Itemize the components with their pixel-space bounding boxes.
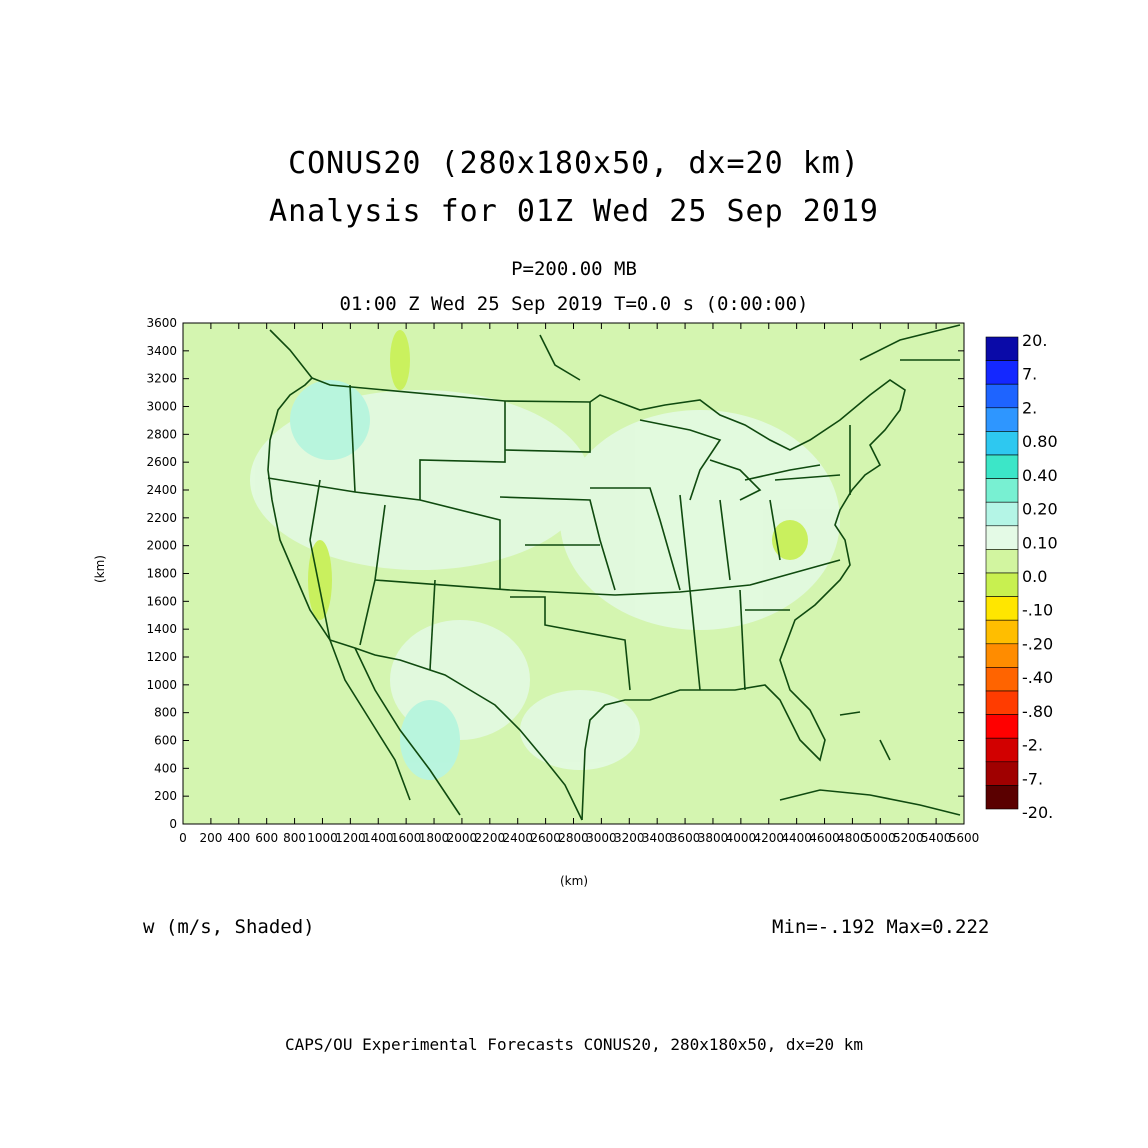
colorbar-label: 7. xyxy=(1022,365,1037,384)
colorbar-swatch xyxy=(985,336,1019,361)
colorbar-label: 20. xyxy=(1022,331,1047,350)
colorbar-label: 2. xyxy=(1022,398,1037,417)
x-tick-label: 5200 xyxy=(893,831,924,845)
colorbar-swatch xyxy=(985,714,1019,739)
y-tick-label: 2200 xyxy=(146,511,177,525)
colorbar-swatch xyxy=(985,761,1019,786)
colorbar-swatch xyxy=(985,383,1019,409)
y-tick-label: 1000 xyxy=(146,678,177,692)
colorbar-label: 0.10 xyxy=(1022,533,1058,552)
x-tick-label: 1800 xyxy=(419,831,450,845)
y-tick-label: 3400 xyxy=(146,344,177,358)
x-tick-label: 4000 xyxy=(726,831,757,845)
colorbar-swatch xyxy=(985,737,1019,763)
x-tick-label: 1600 xyxy=(391,831,422,845)
x-tick-label: 3600 xyxy=(670,831,701,845)
y-tick-label: 2400 xyxy=(146,483,177,497)
x-tick-label: 3400 xyxy=(642,831,673,845)
valid-time-label: 01:00 Z Wed 25 Sep 2019 T=0.0 s (0:00:00… xyxy=(339,293,809,315)
colorbar-swatch xyxy=(985,501,1019,527)
x-tick-label: 1400 xyxy=(363,831,394,845)
plot-title: CONUS20 (280x180x50, dx=20 km) xyxy=(288,146,860,181)
y-tick-label: 1200 xyxy=(146,650,177,664)
colorbar-label: 0.40 xyxy=(1022,466,1058,485)
y-tick-label: 1800 xyxy=(146,567,177,581)
x-tick-label: 3800 xyxy=(698,831,729,845)
plot-subtitle: Analysis for 01Z Wed 25 Sep 2019 xyxy=(269,194,879,229)
variable-label: w (m/s, Shaded) xyxy=(143,916,315,938)
pressure-level-label: P=200.00 MB xyxy=(511,258,637,280)
colorbar-label: -.80 xyxy=(1022,702,1053,721)
x-tick-label: 200 xyxy=(199,831,222,845)
y-tick-label: 3600 xyxy=(146,316,177,330)
min-max-label: Min=-.192 Max=0.222 xyxy=(772,916,990,938)
colorbar-label: -.20 xyxy=(1022,634,1053,653)
x-tick-label: 4400 xyxy=(781,831,812,845)
x-tick-label: 5400 xyxy=(921,831,952,845)
colorbar-swatch xyxy=(985,690,1019,715)
y-tick-label: 2000 xyxy=(146,539,177,553)
colorbar-swatch xyxy=(985,785,1019,810)
x-tick-label: 2000 xyxy=(447,831,478,845)
x-tick-label: 2200 xyxy=(475,831,506,845)
x-tick-label: 5000 xyxy=(865,831,896,845)
x-axis: 0 200 400 600 800 100012001400160018002000220… xyxy=(179,323,979,845)
x-tick-label: 3200 xyxy=(614,831,645,845)
y-tick-label: 1400 xyxy=(146,622,177,636)
y-tick-label: 0 xyxy=(169,817,177,831)
x-tick-label: 400 xyxy=(227,831,250,845)
colorbar: 20. 7. 2. 0.80 0.40 0.20 0.10 0.0 -.10 -.20 -.40 -.… xyxy=(985,331,1058,822)
colorbar-swatch xyxy=(985,643,1019,668)
colorbar-label: -7. xyxy=(1022,769,1043,788)
x-tick-label: 3000 xyxy=(586,831,617,845)
y-axis: 0 200 400 600 800 1000 1200 1400 1600 1800 2000 220… xyxy=(146,316,964,831)
footer-credit: CAPS/OU Experimental Forecasts CONUS20, … xyxy=(285,1035,863,1054)
colorbar-label: -.40 xyxy=(1022,668,1053,687)
y-tick-label: 800 xyxy=(154,706,177,720)
colorbar-swatch xyxy=(985,667,1019,692)
geographic-boundaries xyxy=(267,324,961,821)
colorbar-swatch xyxy=(985,619,1019,645)
x-tick-label: 1000 xyxy=(307,831,338,845)
y-tick-label: 400 xyxy=(154,761,177,775)
x-tick-label: 800 xyxy=(283,831,306,845)
colorbar-swatch xyxy=(985,360,1019,385)
y-tick-label: 2600 xyxy=(146,455,177,469)
y-tick-label: 600 xyxy=(154,734,177,748)
colorbar-swatch xyxy=(985,525,1019,550)
x-tick-label: 1200 xyxy=(335,831,366,845)
y-tick-label: 3200 xyxy=(146,372,177,386)
x-tick-label: 4800 xyxy=(837,831,868,845)
y-tick-label: 3000 xyxy=(146,400,177,414)
colorbar-swatch xyxy=(985,454,1019,479)
x-tick-label: 2800 xyxy=(558,831,589,845)
y-axis-label: (km) xyxy=(93,554,108,584)
colorbar-label: 0.80 xyxy=(1022,432,1058,451)
y-tick-label: 200 xyxy=(154,789,177,803)
x-tick-label: 2400 xyxy=(502,831,533,845)
colorbar-swatch xyxy=(985,596,1019,621)
y-tick-label: 1600 xyxy=(146,594,177,608)
x-tick-label: 2600 xyxy=(530,831,561,845)
colorbar-label: 0.0 xyxy=(1022,567,1047,586)
colorbar-swatch xyxy=(985,572,1019,597)
colorbar-swatch xyxy=(985,431,1019,456)
x-tick-label: 5600 xyxy=(949,831,980,845)
x-tick-label: 600 xyxy=(255,831,278,845)
x-tick-label: 4600 xyxy=(809,831,840,845)
colorbar-swatch xyxy=(985,407,1019,432)
x-axis-label: (km) xyxy=(560,874,589,888)
colorbar-swatch xyxy=(985,549,1019,574)
colorbar-label: 0.20 xyxy=(1022,500,1058,519)
colorbar-swatch xyxy=(985,478,1019,503)
colorbar-label: -2. xyxy=(1022,736,1043,755)
colorbar-label: -20. xyxy=(1022,803,1053,822)
y-tick-label: 2800 xyxy=(146,427,177,441)
x-tick-label: 0 xyxy=(179,831,187,845)
colorbar-label: -.10 xyxy=(1022,601,1053,620)
x-tick-label: 4200 xyxy=(753,831,784,845)
